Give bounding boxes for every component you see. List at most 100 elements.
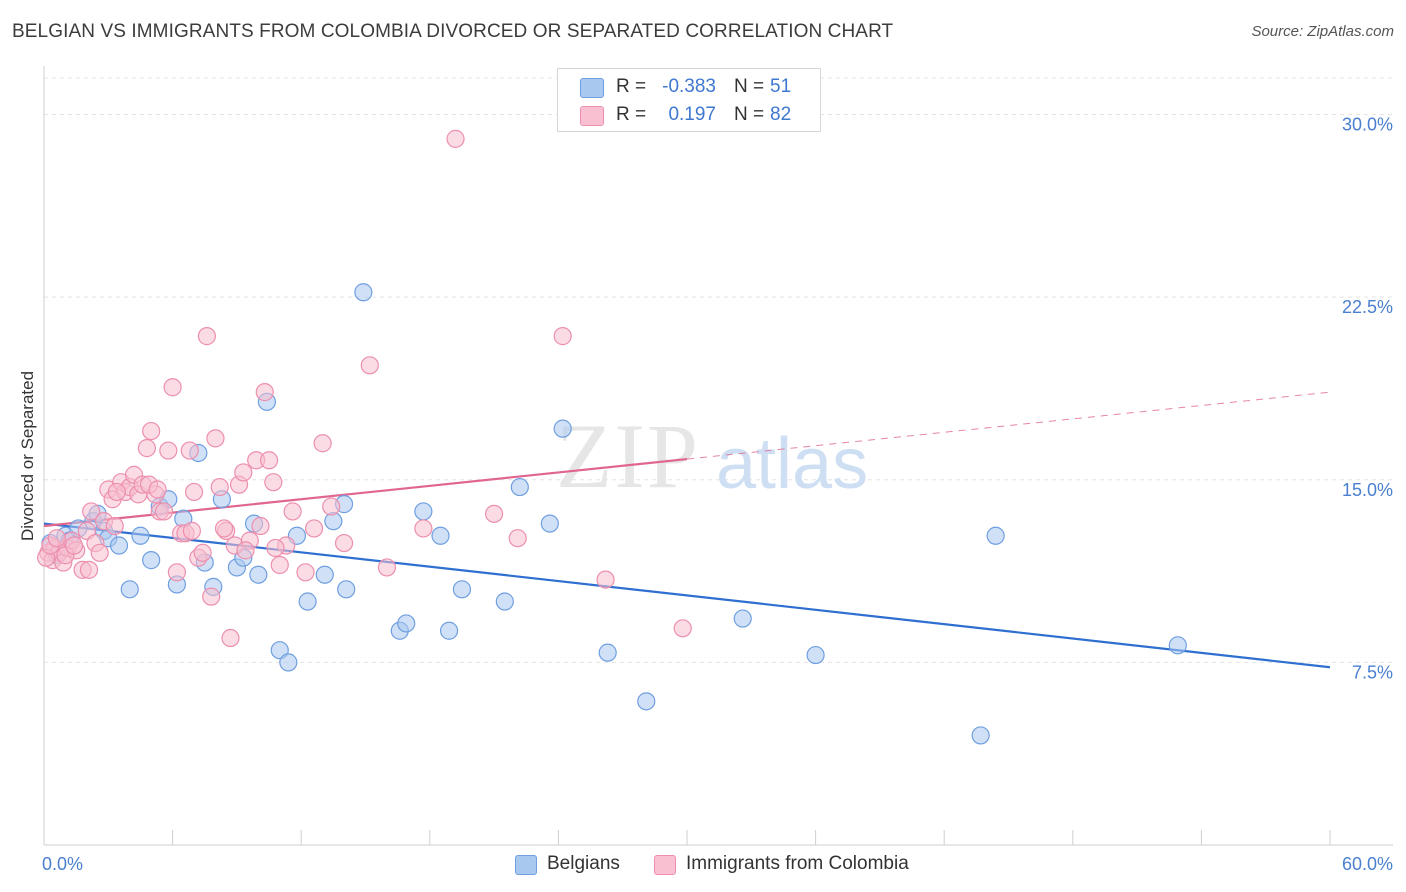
r-value: 0.197 [668, 104, 716, 125]
axes [43, 66, 1393, 846]
n-value: 82 [770, 104, 792, 125]
trend-lines [43, 391, 1331, 669]
point-colombia [234, 463, 253, 482]
point-colombia [251, 516, 270, 536]
y-tick-label: 15.0% [1342, 480, 1393, 500]
point-belgians [315, 565, 334, 584]
point-belgians [971, 726, 990, 745]
point-colombia [255, 383, 274, 402]
point-colombia [184, 482, 204, 502]
point-colombia [553, 327, 572, 346]
n-label: N = [734, 76, 765, 97]
point-belgians [109, 536, 129, 555]
point-colombia [167, 563, 186, 582]
point-colombia [259, 451, 279, 470]
legend-label-belgians: Belgians [547, 853, 620, 874]
legend-stats: R = -0.383 N = 51 R = 0.197 N = 82 [557, 68, 821, 132]
point-belgians [553, 419, 572, 438]
axis-labels: Divorced or Separated 0.0% 60.0% [18, 371, 1393, 874]
point-belgians [337, 580, 356, 599]
point-colombia [47, 529, 66, 548]
n-label: N = [734, 104, 765, 125]
point-colombia [82, 502, 101, 521]
y-tick-label: 30.0% [1342, 115, 1393, 135]
point-belgians [986, 526, 1005, 545]
trend-line-belgians [43, 522, 1331, 669]
point-belgians [733, 609, 752, 628]
point-belgians [249, 565, 268, 584]
point-belgians [298, 592, 317, 611]
point-colombia [105, 516, 124, 536]
point-colombia [163, 378, 182, 397]
legend-swatch-colombia [654, 855, 676, 875]
point-colombia [214, 519, 234, 538]
legend-swatch-belgians [515, 855, 537, 875]
point-colombia [142, 421, 161, 441]
point-colombia [334, 533, 354, 553]
point-colombia [236, 541, 255, 560]
point-colombia [159, 441, 178, 460]
point-colombia [182, 521, 201, 540]
point-colombia [304, 519, 324, 538]
point-belgians [131, 526, 150, 545]
point-colombia [210, 477, 229, 497]
point-belgians [806, 645, 825, 665]
series-legend: Belgians Immigrants from Colombia [0, 852, 1406, 878]
point-colombia [79, 560, 99, 579]
point-colombia [202, 587, 221, 606]
point-colombia [313, 434, 332, 453]
point-colombia [266, 538, 285, 558]
point-colombia [154, 502, 174, 521]
point-belgians [120, 580, 139, 599]
point-colombia [414, 519, 433, 538]
n-value: 51 [770, 76, 792, 97]
legend-row-belgians: R = -0.383 N = 51 [558, 73, 820, 101]
point-colombia [485, 504, 504, 523]
point-belgians [495, 592, 514, 611]
point-colombia [64, 536, 84, 555]
y-axis-label: Divorced or Separated [18, 371, 37, 541]
point-colombia [377, 558, 397, 577]
y-tick-label: 7.5% [1352, 662, 1393, 682]
legend-swatch-belgians [580, 78, 604, 98]
point-belgians [414, 502, 433, 521]
point-colombia [90, 543, 109, 562]
point-belgians [637, 692, 656, 711]
gridlines [44, 77, 1393, 663]
r-value: -0.383 [662, 76, 716, 97]
point-colombia [596, 570, 615, 589]
legend-row-colombia: R = 0.197 N = 82 [558, 101, 820, 129]
point-colombia [264, 473, 283, 492]
point-colombia [360, 356, 379, 375]
point-belgians [598, 643, 617, 662]
point-belgians [510, 477, 529, 497]
point-colombia [197, 327, 216, 346]
point-colombia [296, 563, 315, 582]
point-belgians [540, 514, 559, 533]
point-belgians [431, 526, 450, 545]
point-belgians [354, 283, 373, 302]
r-label: R = [616, 104, 647, 125]
point-belgians [142, 551, 161, 570]
legend-label-colombia: Immigrants from Colombia [686, 853, 909, 874]
point-colombia [673, 619, 692, 638]
trend-line-extrapolated-colombia [686, 391, 1331, 460]
chart-title: BELGIAN VS IMMIGRANTS FROM COLOMBIA DIVO… [12, 21, 894, 42]
point-colombia [148, 480, 167, 499]
point-belgians [1168, 636, 1187, 655]
y-tick-label: 22.5% [1342, 297, 1393, 317]
x-tick-max: 60.0% [1342, 854, 1393, 874]
point-colombia [137, 439, 156, 458]
x-tick-min: 0.0% [42, 854, 83, 874]
trend-line-colombia [43, 457, 688, 528]
legend-swatch-colombia [580, 106, 604, 126]
source-note: Source: ZipAtlas.com [1251, 23, 1394, 40]
r-label: R = [616, 76, 647, 97]
watermark-zip: ZIP [556, 405, 700, 507]
point-colombia [193, 543, 212, 562]
point-colombia [180, 441, 199, 460]
point-belgians [279, 653, 298, 672]
point-belgians [452, 580, 472, 599]
point-colombia [107, 482, 126, 502]
